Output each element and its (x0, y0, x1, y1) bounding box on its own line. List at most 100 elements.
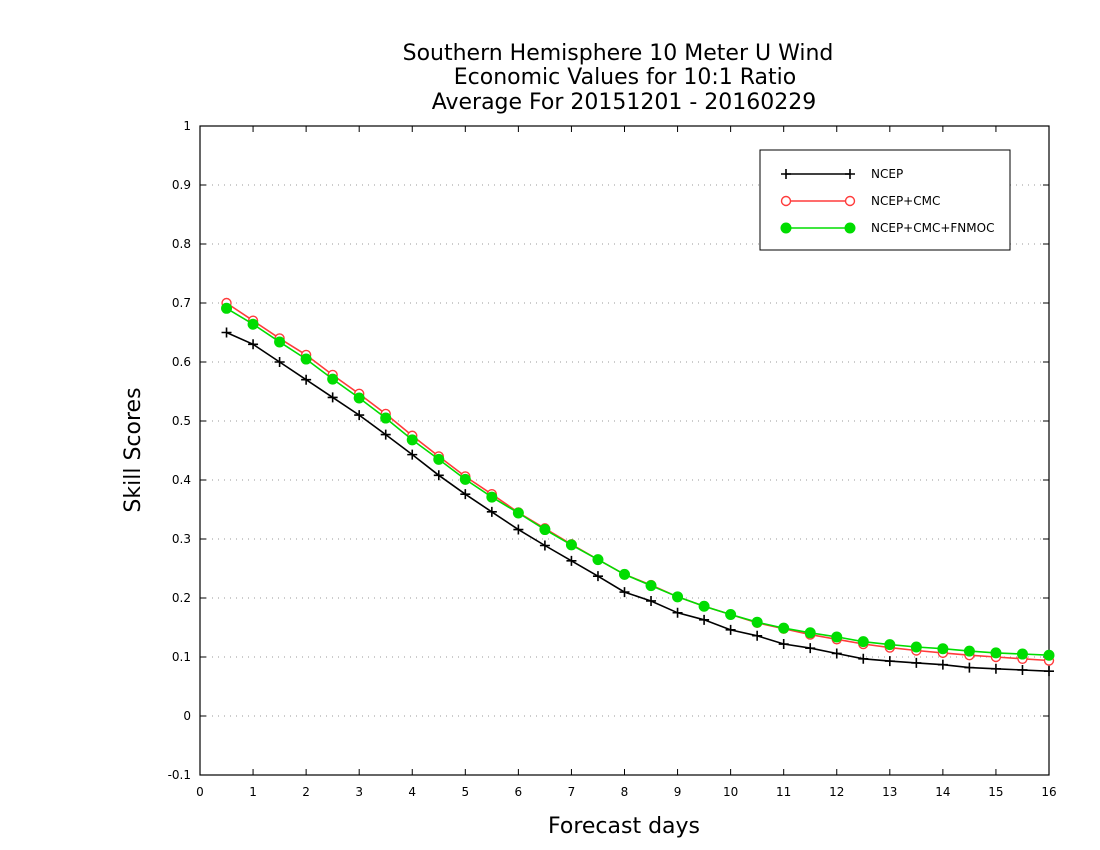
data-point-ncep (221, 327, 232, 338)
data-point-ncep-cmc-fnmoc (300, 353, 312, 365)
x-tick-label: 6 (515, 785, 523, 799)
x-tick-label: 10 (723, 785, 738, 799)
data-point-ncep-cmc-fnmoc (274, 336, 286, 348)
legend-label: NCEP+CMC (871, 194, 940, 208)
y-tick-label: 0.2 (172, 591, 191, 605)
data-point-ncep-cmc-fnmoc (910, 641, 922, 653)
legend-marker (844, 222, 856, 234)
data-point-ncep (539, 540, 550, 551)
data-point-ncep (486, 506, 497, 517)
data-point-ncep-cmc-fnmoc (221, 302, 233, 314)
data-point-ncep-cmc-fnmoc (778, 622, 790, 634)
x-axis-label: Forecast days (548, 814, 700, 839)
data-point-ncep-cmc-fnmoc (672, 591, 684, 603)
data-point-ncep (672, 607, 683, 618)
data-point-ncep-cmc-fnmoc (698, 600, 710, 612)
data-point-ncep-cmc-fnmoc (433, 453, 445, 465)
x-tick-label: 1 (249, 785, 257, 799)
data-point-ncep (858, 653, 869, 664)
x-tick-label: 14 (935, 785, 950, 799)
y-tick-label: 0.6 (172, 355, 191, 369)
x-tick-label: 5 (461, 785, 469, 799)
series-ncep (221, 327, 1054, 677)
x-tick-label: 7 (568, 785, 576, 799)
y-axis-ticks: -0.1 0 0.1 0.2 0.3 0.4 0.5 0.6 0.7 0.8 0.9 1 (168, 119, 1049, 782)
legend-marker (844, 195, 856, 207)
data-point-ncep (513, 524, 524, 535)
data-point-ncep (460, 489, 471, 500)
legend-entry-ncep: NCEP (781, 167, 903, 181)
data-point-ncep-cmc-fnmoc (353, 392, 365, 404)
data-point-ncep (380, 429, 391, 440)
data-point-ncep (884, 656, 895, 667)
data-point-ncep-cmc-fnmoc (486, 491, 498, 503)
grid-lines (200, 184, 1049, 717)
series-line-ncep (226, 331, 1050, 672)
legend-label: NCEP+CMC+FNMOC (871, 221, 994, 235)
data-point-ncep (619, 587, 630, 598)
data-point-ncep-cmc-fnmoc (459, 473, 471, 485)
legend-marker (845, 169, 855, 179)
y-tick-label: 0.1 (172, 650, 191, 664)
data-point-ncep-cmc-fnmoc (406, 434, 418, 446)
legend-entry-ncep-cmc-fnmoc: NCEP+CMC+FNMOC (780, 221, 994, 235)
x-tick-label: 11 (776, 785, 791, 799)
data-point-ncep (433, 470, 444, 481)
legend-marker (780, 222, 792, 234)
x-tick-label: 13 (882, 785, 897, 799)
data-point-ncep (566, 555, 577, 566)
data-point-ncep (911, 657, 922, 668)
x-tick-label: 12 (829, 785, 844, 799)
x-tick-label: 2 (302, 785, 310, 799)
plot-frame (199, 125, 1050, 776)
data-point-ncep-cmc-fnmoc (247, 318, 259, 330)
data-point-ncep-cmc-fnmoc (327, 373, 339, 385)
data-point-ncep (407, 449, 418, 460)
data-point-ncep-cmc-fnmoc (539, 524, 551, 536)
data-point-ncep (699, 614, 710, 625)
data-point-ncep (274, 357, 285, 367)
legend-label: NCEP (871, 167, 903, 181)
data-point-ncep (646, 595, 657, 606)
data-point-ncep (752, 630, 763, 641)
x-axis-ticks: 0 1 2 3 4 5 6 7 8 9 10 11 12 13 14 15 16 (196, 126, 1057, 799)
data-point-ncep (327, 392, 338, 403)
data-point-ncep (990, 663, 1001, 674)
data-point-ncep-cmc-fnmoc (963, 645, 975, 657)
data-point-ncep-cmc-fnmoc (725, 609, 737, 621)
y-tick-label: -0.1 (168, 768, 191, 782)
chart-title-line-3: Average For 20151201 - 20160229 (432, 90, 817, 115)
data-point-ncep-cmc-fnmoc (937, 643, 949, 655)
x-tick-label: 15 (988, 785, 1003, 799)
y-tick-label: 0.9 (172, 178, 191, 192)
data-point-ncep-cmc-fnmoc (831, 631, 843, 643)
data-point-ncep-cmc-fnmoc (512, 507, 524, 519)
y-tick-label: 1 (183, 119, 191, 133)
data-point-ncep-cmc-fnmoc (990, 647, 1002, 659)
series-group (221, 297, 1055, 677)
data-point-ncep-cmc-fnmoc (565, 539, 577, 551)
x-tick-label: 3 (355, 785, 363, 799)
x-tick-label: 0 (196, 785, 204, 799)
data-point-ncep (301, 374, 312, 385)
series-line-ncep-cmc-fnmoc (226, 307, 1050, 656)
x-tick-label: 4 (408, 785, 416, 799)
chart-title-line-1: Southern Hemisphere 10 Meter U Wind (403, 41, 834, 66)
data-point-ncep (778, 639, 789, 650)
data-point-ncep (1044, 666, 1054, 677)
series-ncep-cmc-fnmoc (221, 302, 1055, 661)
data-point-ncep-cmc-fnmoc (1043, 649, 1055, 661)
data-point-ncep-cmc-fnmoc (619, 568, 630, 580)
data-point-ncep (937, 659, 948, 670)
legend-entry-ncep-cmc: NCEP+CMC (780, 194, 940, 208)
series-line-ncep-cmc (226, 302, 1050, 662)
data-point-ncep (354, 410, 365, 421)
data-point-ncep (592, 571, 603, 582)
data-point-ncep-cmc-fnmoc (751, 616, 763, 628)
data-point-ncep-cmc-fnmoc (884, 639, 896, 651)
series-ncep-cmc (221, 297, 1055, 666)
data-point-ncep-cmc-fnmoc (857, 636, 869, 648)
data-point-ncep (805, 643, 816, 654)
y-tick-label: 0.7 (172, 296, 191, 310)
